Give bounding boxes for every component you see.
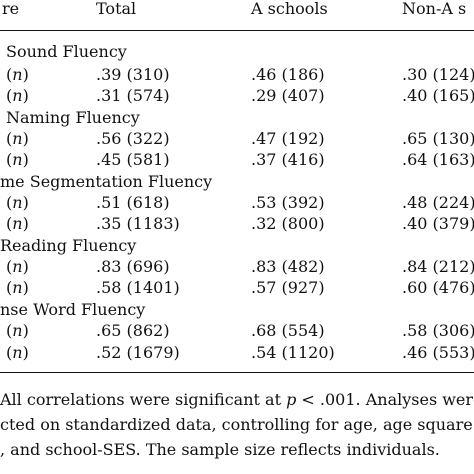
cell-a-schools: .47 (192) [251, 129, 325, 148]
cell-non-a-schools: .40 (379) [402, 214, 474, 233]
section-title: Naming Fluency [6, 108, 140, 127]
note-p-symbol: p [286, 390, 297, 409]
cell-total: .35 (1183) [96, 214, 180, 233]
cell-total: .65 (862) [96, 321, 170, 340]
cell-total: .83 (696) [96, 257, 170, 276]
cell-total: .31 (574) [96, 86, 170, 105]
row-label: (n) [6, 150, 29, 169]
cell-non-a-schools: .30 (124) [402, 65, 474, 84]
cell-a-schools: .32 (800) [251, 214, 325, 233]
row-label: (n) [6, 343, 29, 362]
cell-total: .39 (310) [96, 65, 170, 84]
cell-non-a-schools: .48 (224) [402, 193, 474, 212]
header-non-a-schools: Non-A s [402, 0, 467, 18]
table-note-line-3: , and school-SES. The sample size reflec… [0, 440, 440, 459]
cell-total: .52 (1679) [96, 343, 180, 362]
section-title: Reading Fluency [0, 236, 137, 255]
cell-a-schools: .53 (392) [251, 193, 325, 212]
row-label: (n) [6, 321, 29, 340]
cell-a-schools: .68 (554) [251, 321, 325, 340]
cell-total: .51 (618) [96, 193, 170, 212]
bottom-rule [0, 372, 474, 373]
section-title: Sound Fluency [6, 42, 127, 61]
table-note-line-1: All correlations were significant at p <… [0, 392, 474, 408]
row-label: (n) [6, 65, 29, 84]
cell-non-a-schools: .58 (306) [402, 321, 474, 340]
row-label: (n) [6, 129, 29, 148]
table-note-line-2: cted on standardized data, controlling f… [0, 415, 473, 434]
cell-a-schools: .37 (416) [251, 150, 325, 169]
section-title: me Segmentation Fluency [0, 172, 213, 191]
cell-a-schools: .57 (927) [251, 278, 325, 297]
cell-a-schools: .83 (482) [251, 257, 325, 276]
cell-non-a-schools: .40 (165) [402, 86, 474, 105]
section-title: nse Word Fluency [0, 300, 146, 319]
note-text: All correlations were significant at [0, 390, 287, 409]
row-label: (n) [6, 193, 29, 212]
cell-non-a-schools: .84 (212) [402, 257, 474, 276]
cell-total: .58 (1401) [96, 278, 180, 297]
cell-a-schools: .46 (186) [251, 65, 325, 84]
row-label: (n) [6, 257, 29, 276]
header-total: Total [96, 0, 137, 18]
header-rule [0, 30, 474, 31]
row-label: (n) [6, 86, 29, 105]
note-text: < .001. Analyses were [296, 390, 474, 409]
cell-non-a-schools: .64 (163) [402, 150, 474, 169]
row-label: (n) [6, 214, 29, 233]
header-a-schools: A schools [251, 0, 328, 18]
cell-non-a-schools: .60 (476) [402, 278, 474, 297]
cell-non-a-schools: .46 (553) [402, 343, 474, 362]
row-label: (n) [6, 278, 29, 297]
cell-non-a-schools: .65 (130) [402, 129, 474, 148]
header-measure: re [2, 0, 20, 18]
cell-total: .45 (581) [96, 150, 170, 169]
cell-total: .56 (322) [96, 129, 170, 148]
cell-a-schools: .29 (407) [251, 86, 325, 105]
cell-a-schools: .54 (1120) [251, 343, 335, 362]
